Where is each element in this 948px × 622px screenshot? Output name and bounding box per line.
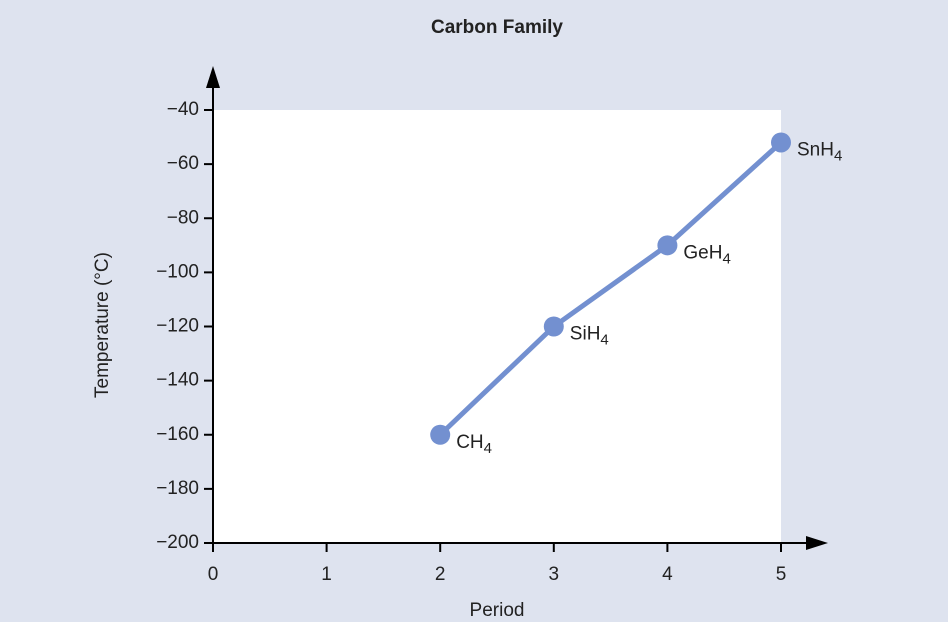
series-line <box>438 140 783 437</box>
y-tick-label: −80 <box>167 207 199 228</box>
data-point <box>543 316 564 337</box>
point-label-sub: 4 <box>722 250 730 267</box>
point-label-sub: 4 <box>834 147 842 164</box>
x-tick-label: 5 <box>776 564 787 585</box>
y-axis-arrow <box>206 66 220 88</box>
point-label: CH4 <box>456 432 492 457</box>
y-tick-label: −200 <box>156 532 199 553</box>
y-tick-label: −180 <box>156 478 199 499</box>
y-tick-label: −120 <box>156 316 199 337</box>
point-label: SnH4 <box>797 139 842 164</box>
point-label: SiH4 <box>570 324 609 349</box>
plot-area <box>213 110 781 543</box>
data-point <box>657 235 678 256</box>
x-axis-label: Period <box>470 600 525 621</box>
point-label-sub: 4 <box>600 331 608 348</box>
x-tick-label: 2 <box>435 564 446 585</box>
y-tick-label: −60 <box>167 153 199 174</box>
y-tick-label: −160 <box>156 424 199 445</box>
point-label-base: CH <box>456 432 483 453</box>
y-tick-label: −140 <box>156 370 199 391</box>
x-tick-label: 1 <box>321 564 332 585</box>
y-tick-label: −100 <box>156 261 199 282</box>
chart-title: Carbon Family <box>431 17 563 38</box>
point-label-base: SnH <box>797 139 834 160</box>
y-tick-label: −40 <box>167 99 199 120</box>
x-axis-arrow <box>806 536 828 550</box>
data-point <box>771 132 791 153</box>
x-tick-label: 3 <box>549 564 560 585</box>
x-tick-label: 0 <box>208 564 219 585</box>
x-tick-label: 4 <box>662 564 673 585</box>
point-label-sub: 4 <box>484 440 492 457</box>
y-axis-label: Temperature (°C) <box>92 252 113 398</box>
point-label: GeH4 <box>683 242 730 267</box>
point-label-base: GeH <box>683 242 722 263</box>
data-point <box>430 424 451 445</box>
point-label-base: SiH <box>570 324 601 345</box>
